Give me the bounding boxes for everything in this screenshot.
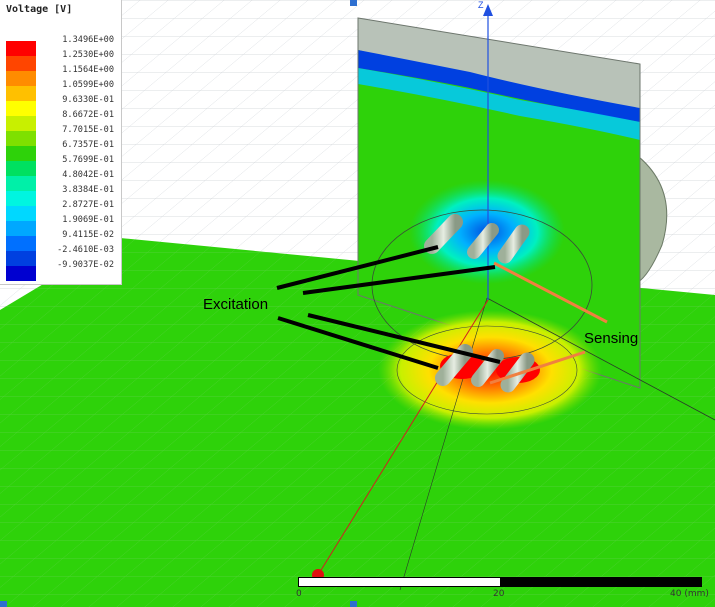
leader-sensing-2 bbox=[489, 350, 586, 385]
legend-value: 2.8727E-01 bbox=[62, 200, 114, 210]
bottom-resize-handle-icon[interactable] bbox=[350, 601, 357, 607]
leader-excitation-2 bbox=[302, 265, 496, 295]
z-axis-label: Z bbox=[478, 0, 484, 10]
excitation-label: Excitation bbox=[203, 296, 269, 313]
scale-bar bbox=[298, 577, 702, 587]
legend-value: -9.9037E-02 bbox=[57, 260, 114, 270]
lower-pin-left bbox=[435, 344, 473, 386]
legend-swatch bbox=[6, 161, 36, 176]
legend-swatch bbox=[6, 251, 36, 266]
legend-swatch bbox=[6, 176, 36, 191]
guide-line-x bbox=[486, 297, 715, 421]
legend-value: 4.8042E-01 bbox=[62, 170, 114, 180]
scale-label-20: 20 bbox=[493, 589, 505, 599]
leader-excitation-4 bbox=[307, 313, 501, 364]
sensing-label: Sensing bbox=[584, 330, 639, 347]
legend-value: 9.6330E-01 bbox=[62, 95, 114, 105]
upper-pin-group bbox=[424, 214, 530, 264]
corner-resize-handle-icon[interactable] bbox=[0, 601, 7, 607]
legend-value: 1.2530E+00 bbox=[62, 50, 114, 60]
legend-swatch bbox=[6, 266, 36, 281]
scale-label-0: 0 bbox=[296, 589, 302, 599]
top-resize-handle-icon[interactable] bbox=[350, 0, 357, 6]
scale-bar-black-segment bbox=[500, 578, 701, 586]
upper-pin-left bbox=[424, 214, 463, 254]
legend-value: 1.9069E-01 bbox=[62, 215, 114, 225]
legend-value: 8.6672E-01 bbox=[62, 110, 114, 120]
vertical-plane-top bbox=[358, 18, 640, 118]
legend-swatch bbox=[6, 86, 36, 101]
guide-line-y bbox=[399, 297, 488, 591]
x-axis-line bbox=[317, 299, 489, 576]
leader-excitation-3 bbox=[277, 316, 439, 370]
legend-value: 1.0599E+00 bbox=[62, 80, 114, 90]
legend-swatch bbox=[6, 41, 36, 56]
voltage-legend: Voltage [V] 1.3496E+00 1.2530E+00 1.1564E+… bbox=[0, 0, 122, 285]
excitation-leaders bbox=[276, 245, 501, 370]
legend-swatch bbox=[6, 236, 36, 251]
vertical-plane-low-band bbox=[358, 50, 640, 122]
upper-pin-right bbox=[497, 224, 530, 264]
legend-swatch bbox=[6, 221, 36, 236]
legend-swatch bbox=[6, 116, 36, 131]
legend-value: -2.4610E-03 bbox=[57, 245, 114, 255]
legend-swatch bbox=[6, 191, 36, 206]
sensing-leaders bbox=[489, 261, 608, 385]
vertical-plane-outline bbox=[357, 17, 641, 389]
legend-swatch bbox=[6, 146, 36, 161]
legend-value: 5.7699E-01 bbox=[62, 155, 114, 165]
legend-value: 9.4115E-02 bbox=[62, 230, 114, 240]
legend-swatch bbox=[6, 101, 36, 116]
vertical-plane-cyan-band bbox=[358, 68, 640, 140]
legend-value: 6.7357E-01 bbox=[62, 140, 114, 150]
scale-label-40: 40 (mm) bbox=[670, 589, 709, 599]
legend-value: 3.8384E-01 bbox=[62, 185, 114, 195]
z-axis-arrow-icon bbox=[483, 4, 493, 16]
upper-pin-center bbox=[467, 223, 499, 259]
legend-swatch bbox=[6, 56, 36, 71]
legend-value: 1.1564E+00 bbox=[62, 65, 114, 75]
legend-title: Voltage [V] bbox=[6, 4, 73, 15]
legend-value: 7.7015E-01 bbox=[62, 125, 114, 135]
guide-circle-lower bbox=[396, 325, 578, 415]
legend-swatch bbox=[6, 71, 36, 86]
leader-excitation-1 bbox=[276, 245, 439, 290]
legend-swatch bbox=[6, 131, 36, 146]
legend-value: 1.3496E+00 bbox=[62, 35, 114, 45]
leader-sensing-1 bbox=[493, 261, 608, 324]
legend-swatch bbox=[6, 206, 36, 221]
